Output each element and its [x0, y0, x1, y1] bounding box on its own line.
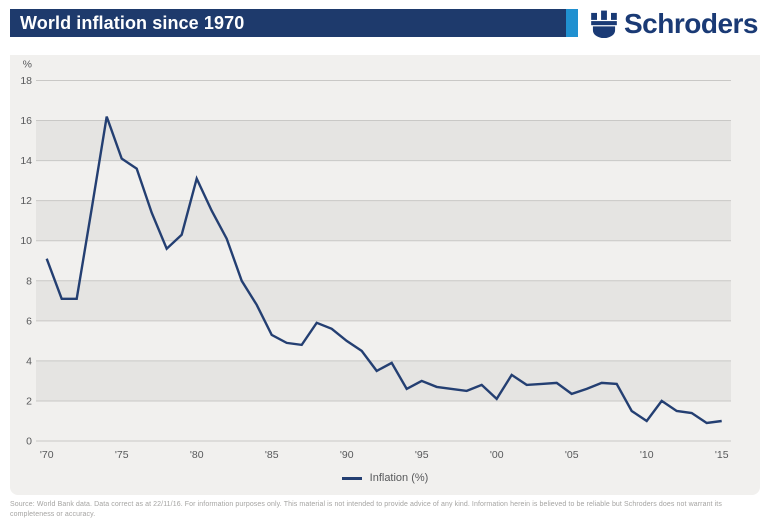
x-tick-label: '90	[340, 449, 354, 461]
title-bar-accent	[566, 9, 578, 37]
y-tick-label: 10	[20, 235, 32, 247]
y-tick-label: 12	[20, 195, 32, 207]
inflation-chart: 0 2 4 6 8 10 12 14 16 18% '70 '75 '80 '85 '90 '95 '00 '05…	[20, 59, 731, 461]
x-tick-label: '00	[490, 449, 504, 461]
plot-band	[36, 200, 731, 241]
inflation-line	[45, 116, 722, 425]
y-tick-label: 0	[26, 436, 32, 448]
x-tick-label: '80	[190, 449, 204, 461]
x-tick-label: '10	[640, 449, 654, 461]
y-tick-label: 2	[26, 395, 32, 407]
x-tick-label: '95	[415, 449, 429, 461]
schroders-crest-icon	[590, 10, 618, 38]
x-tick-label: '15	[715, 449, 729, 461]
plot-band	[36, 120, 731, 161]
title-bar: World inflation since 1970	[10, 9, 566, 37]
chart-legend: Inflation (%)	[10, 467, 760, 489]
brand-logo: Schroders	[590, 8, 759, 40]
footer-disclaimer: Source: World Bank data. Data correct as…	[10, 501, 722, 518]
y-axis-unit-label: %	[23, 59, 32, 71]
x-tick-label: '85	[265, 449, 279, 461]
legend-line-swatch	[341, 476, 362, 480]
x-tick-label: '75	[115, 449, 129, 461]
page-title: World inflation since 1970	[20, 12, 245, 33]
chart-panel: 0 2 4 6 8 10 12 14 16 18% '70 '75 '80 '85 '90 '95 '00 '05…	[10, 55, 760, 495]
brand-wordmark: Schroders	[624, 8, 759, 39]
legend-label: Inflation (%)	[369, 472, 429, 484]
x-tick-label: '05	[565, 449, 579, 461]
y-tick-label: 4	[26, 355, 32, 367]
plot-band	[36, 280, 731, 321]
y-tick-label: 14	[20, 155, 32, 167]
y-tick-label: 16	[20, 115, 32, 127]
y-tick-label: 8	[26, 275, 32, 287]
y-tick-label: 18	[20, 75, 32, 87]
y-tick-label: 6	[26, 315, 32, 327]
x-tick-label: '70	[40, 449, 54, 461]
